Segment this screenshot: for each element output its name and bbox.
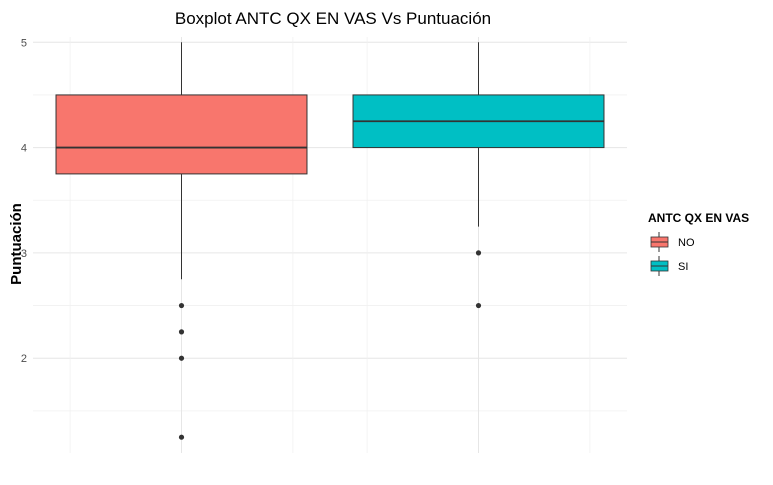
- y-tick-label: 3: [21, 248, 27, 260]
- legend-label: NO: [678, 237, 695, 249]
- box-iqr: [55, 94, 308, 175]
- outlier-point: [178, 434, 185, 440]
- legend: ANTC QX EN VAS NO SI: [648, 211, 749, 276]
- outlier-point: [178, 355, 185, 361]
- outlier-point: [178, 302, 185, 309]
- legend-title: ANTC QX EN VAS: [648, 211, 749, 225]
- legend-label: SI: [678, 261, 688, 273]
- box-si: [352, 42, 605, 309]
- outlier-point: [178, 329, 185, 335]
- y-axis-title: Puntuación: [8, 203, 25, 285]
- y-tick-label: 4: [21, 143, 27, 155]
- y-axis-ticks: 2 3 4 5: [21, 37, 27, 365]
- boxes: [55, 42, 605, 440]
- y-tick-label: 2: [21, 353, 27, 365]
- outlier-point: [475, 250, 482, 256]
- chart-title: Boxplot ANTC QX EN VAS Vs Puntuación: [175, 9, 491, 28]
- outlier-point: [475, 302, 482, 309]
- legend-item-no: NO: [650, 232, 695, 252]
- box-no: [55, 42, 308, 440]
- y-tick-label: 5: [21, 37, 27, 49]
- legend-item-si: SI: [650, 256, 688, 276]
